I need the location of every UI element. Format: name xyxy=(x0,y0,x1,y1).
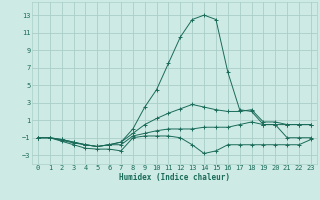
X-axis label: Humidex (Indice chaleur): Humidex (Indice chaleur) xyxy=(119,173,230,182)
